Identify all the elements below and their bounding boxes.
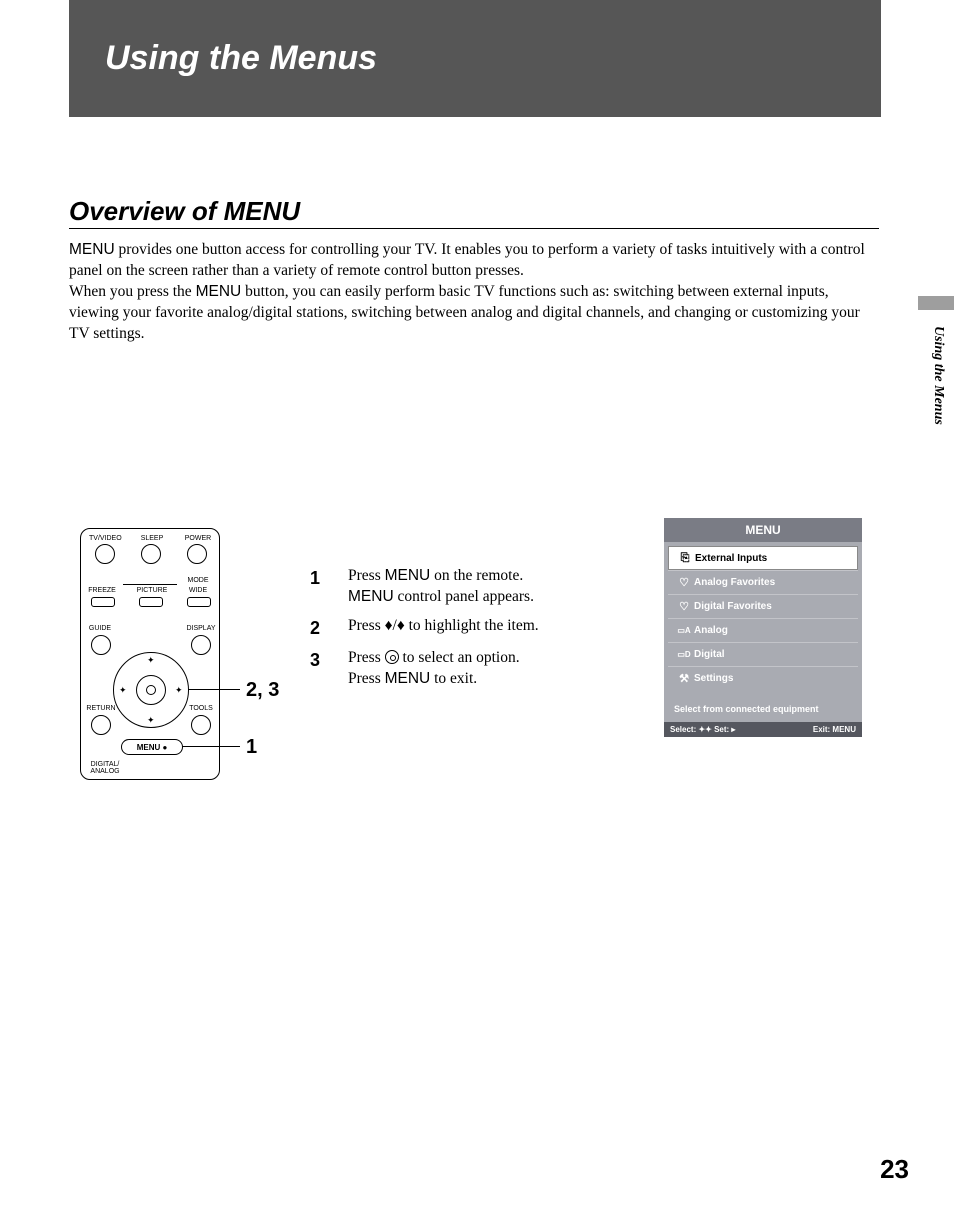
picture-button (139, 597, 163, 607)
step-1: 1 Press MENU on the remote. MENU control… (310, 566, 630, 608)
osd-item-settings: ⚒ Settings (668, 666, 858, 690)
osd-item-label: External Inputs (695, 553, 767, 564)
step-3: 3 Press to select an option. Press MENU … (310, 648, 630, 690)
step-text-f: to exit. (430, 670, 477, 687)
settings-icon: ⚒ (674, 672, 694, 685)
osd-item-label: Settings (694, 673, 733, 684)
freeze-button (91, 597, 115, 607)
step-text-c: to select an option. (402, 649, 519, 666)
step-text: Press MENU on the remote. MENU control p… (348, 566, 630, 608)
analog-icon: ▭A (674, 626, 694, 635)
tools-button (191, 715, 211, 735)
body-text-1: provides one button access for controlli… (69, 241, 865, 279)
step-num: 3 (310, 648, 348, 690)
menu-button: MENU ● (121, 739, 183, 755)
osd-footer: Select: ✦✦ Set: ▸ Exit: MENU (664, 722, 862, 737)
input-icon: ⎘ (675, 552, 695, 565)
side-label: Using the Menus (930, 326, 946, 425)
remote-label-freeze: FREEZE (87, 587, 117, 594)
body-paragraph: MENU provides one button access for cont… (69, 240, 879, 345)
callout-line-1 (182, 746, 240, 747)
remote-label-picture: PICTURE (135, 587, 169, 594)
menu-word: MENU (196, 283, 242, 300)
callout-num-23: 2, 3 (246, 679, 279, 702)
remote-label-tvvideo: TV/VIDEO (89, 535, 119, 542)
step-text-a: Press (348, 649, 385, 666)
menu-word: MENU (385, 670, 431, 687)
remote-label-guide: GUIDE (87, 625, 113, 632)
heart-icon: ♡ (674, 576, 694, 589)
step-text-a: Press (348, 567, 385, 584)
remote-illustration: TV/VIDEO SLEEP POWER MODE FREEZE PICTURE… (80, 528, 220, 780)
osd-item-label: Analog Favorites (694, 577, 775, 588)
step-text-c: on the remote. (430, 567, 523, 584)
osd-item-analog: ▭A Analog (668, 618, 858, 642)
page-number: 23 (880, 1154, 909, 1185)
osd-item-label: Analog (694, 625, 728, 636)
wide-button (187, 597, 211, 607)
step-text: Press to select an option. Press MENU to… (348, 648, 630, 690)
osd-footer-right: Exit: MENU (813, 725, 856, 734)
dpad-center-button (146, 685, 156, 695)
osd-item-label: Digital Favorites (694, 601, 772, 612)
osd-item-digital: ▭D Digital (668, 642, 858, 666)
menu-word: MENU (348, 588, 394, 605)
section-title: Overview of MENU (69, 196, 300, 227)
step-text: Press ♦/♦ to highlight the item. (348, 616, 630, 640)
callout-num-1: 1 (246, 736, 257, 759)
step-num: 1 (310, 566, 348, 608)
osd-item-label: Digital (694, 649, 725, 660)
remote-label-sleep: SLEEP (137, 535, 167, 542)
step-text-a: Press (348, 617, 385, 634)
osd-hint: Select from connected equipment (668, 690, 858, 718)
remote-label-return: RETURN (85, 705, 117, 712)
osd-item-analog-favorites: ♡ Analog Favorites (668, 570, 858, 594)
power-button (187, 544, 207, 564)
header-banner: Using the Menus (69, 0, 881, 117)
steps-list: 1 Press MENU on the remote. MENU control… (310, 566, 630, 698)
sleep-button (141, 544, 161, 564)
section-underline (69, 228, 879, 229)
osd-item-digital-favorites: ♡ Digital Favorites (668, 594, 858, 618)
tvvideo-button (95, 544, 115, 564)
guide-button (91, 635, 111, 655)
step-text-d: Press (348, 670, 385, 687)
menu-word: MENU (69, 241, 115, 258)
mode-line (123, 584, 177, 585)
step-text-e: control panel appears. (394, 588, 534, 605)
dpad-up-icon: ✦ (147, 655, 155, 666)
osd-titlebar: MENU (664, 518, 862, 542)
osd-menu-panel: MENU ⎘ External Inputs ♡ Analog Favorite… (664, 518, 862, 737)
return-button (91, 715, 111, 735)
osd-footer-left: Select: ✦✦ Set: ▸ (670, 725, 735, 734)
dpad-left-icon: ✦ (119, 685, 127, 696)
heart-icon: ♡ (674, 600, 694, 613)
digital-icon: ▭D (674, 650, 694, 659)
updown-icon: ♦/♦ (385, 617, 405, 634)
remote-label-display: DISPLAY (185, 625, 217, 632)
menu-word: MENU (385, 567, 431, 584)
step-2: 2 Press ♦/♦ to highlight the item. (310, 616, 630, 640)
page-title: Using the Menus (105, 39, 377, 78)
dpad-down-icon: ✦ (147, 715, 155, 726)
osd-body: ⎘ External Inputs ♡ Analog Favorites ♡ D… (664, 542, 862, 722)
body-text-2a: When you press the (69, 283, 196, 300)
center-button-icon (385, 650, 399, 664)
remote-label-wide: WIDE (185, 587, 211, 594)
dpad-right-icon: ✦ (175, 685, 183, 696)
remote-body: TV/VIDEO SLEEP POWER MODE FREEZE PICTURE… (80, 528, 220, 780)
display-button (191, 635, 211, 655)
callout-line-23 (188, 689, 240, 690)
side-tab (918, 296, 954, 310)
remote-label-digana: DIGITAL/ ANALOG (87, 761, 123, 775)
osd-item-external-inputs: ⎘ External Inputs (668, 546, 858, 570)
step-text-c: to highlight the item. (405, 617, 539, 634)
remote-label-tools: TOOLS (187, 705, 215, 712)
step-num: 2 (310, 616, 348, 640)
remote-label-mode: MODE (181, 577, 215, 584)
remote-label-power: POWER (183, 535, 213, 542)
